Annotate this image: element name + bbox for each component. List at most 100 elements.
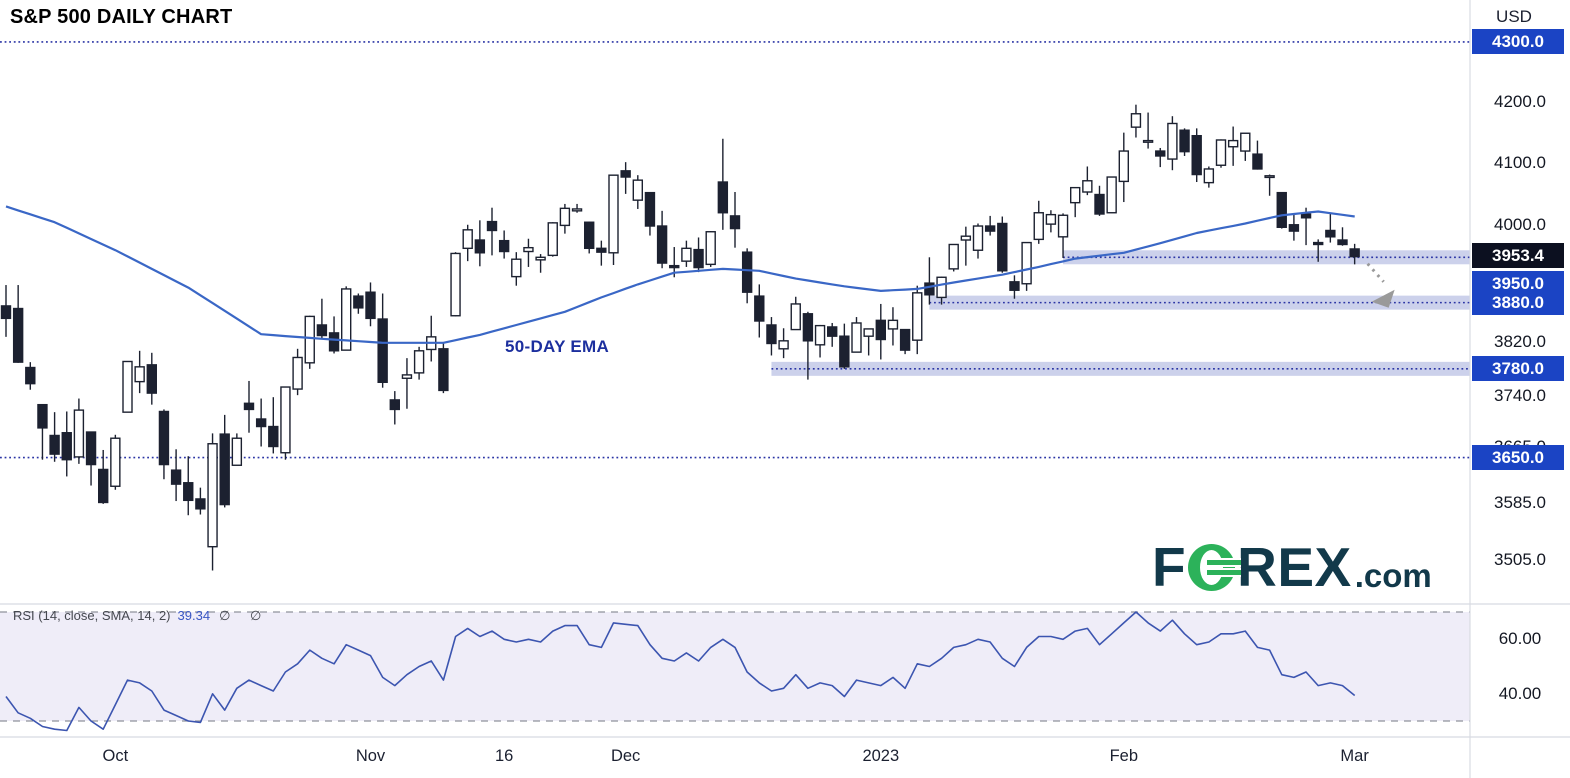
ema-50-line bbox=[5, 205, 1355, 344]
candle-body bbox=[1082, 180, 1093, 193]
candle-body bbox=[523, 246, 534, 253]
candle-body bbox=[1094, 193, 1105, 215]
time-axis-label: Feb bbox=[1109, 747, 1139, 765]
candle-body bbox=[571, 208, 583, 212]
candle-body bbox=[754, 295, 765, 322]
candle-body bbox=[851, 322, 862, 353]
candle-body bbox=[110, 437, 121, 487]
candle-body bbox=[1288, 224, 1300, 232]
candle-body bbox=[1033, 212, 1044, 241]
candle-body bbox=[802, 313, 814, 342]
candle-body bbox=[498, 239, 510, 253]
candle-body bbox=[438, 348, 449, 392]
candle-body bbox=[462, 229, 473, 250]
price-axis-label: 4200.0 bbox=[1494, 91, 1546, 111]
candle-body bbox=[122, 360, 133, 413]
candle-body bbox=[814, 324, 826, 346]
rsi-30-70-band bbox=[0, 612, 1470, 721]
candle-body bbox=[231, 437, 243, 466]
support-zone-3780 bbox=[771, 361, 1470, 376]
candle-body bbox=[584, 221, 595, 250]
forex-com-logo: F REX .com bbox=[1152, 540, 1432, 595]
candle-body bbox=[219, 433, 230, 506]
logo-f-letter: F bbox=[1152, 536, 1187, 598]
candle-body bbox=[1009, 281, 1020, 291]
candle-body bbox=[134, 366, 145, 383]
candle-body bbox=[73, 409, 85, 458]
candle-body bbox=[1349, 248, 1360, 258]
candle-body bbox=[401, 374, 413, 379]
time-axis-label: Nov bbox=[355, 747, 386, 765]
rsi-axis-label: 40.00 bbox=[1498, 683, 1542, 703]
candle-body bbox=[608, 174, 619, 254]
candle-body bbox=[170, 469, 182, 485]
logo-o-currency-icon bbox=[1188, 544, 1242, 591]
candle-body bbox=[875, 319, 886, 341]
candle-body bbox=[1167, 122, 1178, 160]
candle-body bbox=[972, 225, 984, 251]
candle-body bbox=[596, 247, 607, 253]
candle-body bbox=[669, 264, 680, 269]
candle-body bbox=[948, 243, 959, 270]
candlestick-series bbox=[0, 104, 1360, 571]
candle-body bbox=[1045, 213, 1057, 225]
candle-body bbox=[1118, 150, 1130, 183]
candle-body bbox=[316, 324, 328, 337]
candle-body bbox=[656, 225, 668, 264]
rsi-axis-label: 60.00 bbox=[1498, 629, 1542, 649]
candle-body bbox=[243, 402, 255, 411]
candle-body bbox=[183, 482, 194, 502]
candle-body bbox=[924, 282, 935, 296]
candle-body bbox=[899, 328, 911, 351]
candle-body bbox=[778, 340, 789, 350]
price-axis-label: 4100.0 bbox=[1494, 152, 1546, 172]
chart-title: S&P 500 DAILY CHART bbox=[10, 6, 233, 28]
price-axis-label: 3585.0 bbox=[1494, 493, 1546, 513]
candle-body bbox=[97, 468, 109, 504]
candle-body bbox=[146, 364, 158, 394]
price-axis-label: 3820.0 bbox=[1494, 332, 1546, 352]
candle-body bbox=[85, 431, 97, 466]
candle-body bbox=[304, 315, 315, 364]
price-axis-label: 4000.0 bbox=[1494, 215, 1546, 235]
candle-body bbox=[511, 258, 522, 278]
candle-body bbox=[1142, 139, 1154, 143]
time-axis-label: Mar bbox=[1340, 747, 1369, 765]
candle-body bbox=[341, 288, 352, 351]
price-axis-label: 3505.0 bbox=[1494, 550, 1546, 570]
candle-body bbox=[839, 335, 850, 368]
candle-body bbox=[12, 307, 24, 363]
logo-rex-letters: REX bbox=[1237, 536, 1352, 598]
candle-body bbox=[377, 318, 388, 384]
candle-body bbox=[827, 326, 838, 337]
candle-body bbox=[1227, 139, 1239, 148]
candle-body bbox=[559, 207, 571, 227]
candle-body bbox=[960, 235, 972, 241]
candle-body bbox=[268, 425, 279, 448]
candle-body bbox=[1337, 239, 1348, 246]
candle-body bbox=[292, 356, 303, 390]
candle-body bbox=[328, 332, 340, 352]
candle-body bbox=[863, 328, 874, 337]
candle-body bbox=[1264, 175, 1275, 179]
candle-body bbox=[1191, 134, 1202, 176]
candle-body bbox=[61, 432, 72, 461]
candle-body bbox=[717, 181, 729, 214]
candle-body bbox=[547, 222, 558, 257]
candle-body bbox=[1021, 241, 1032, 285]
candle-body bbox=[389, 399, 400, 411]
candle-body bbox=[486, 220, 498, 232]
time-axis-label: 16 bbox=[494, 747, 514, 765]
rsi-value: 39.34 bbox=[177, 608, 211, 623]
rsi-settings-label: RSI (14, close, SMA, 14, 2) bbox=[13, 608, 171, 623]
rsi-extra-symbols: ∅ ∅ bbox=[219, 608, 270, 623]
candle-body bbox=[1203, 168, 1215, 184]
candle-body bbox=[1240, 132, 1251, 152]
candle-body bbox=[255, 418, 267, 428]
candle-body bbox=[984, 225, 996, 232]
candle-body bbox=[766, 324, 777, 345]
rsi-indicator-header: RSI (14, close, SMA, 14, 2) 39.34 ∅ ∅ bbox=[13, 608, 269, 624]
candle-body bbox=[1130, 113, 1142, 128]
